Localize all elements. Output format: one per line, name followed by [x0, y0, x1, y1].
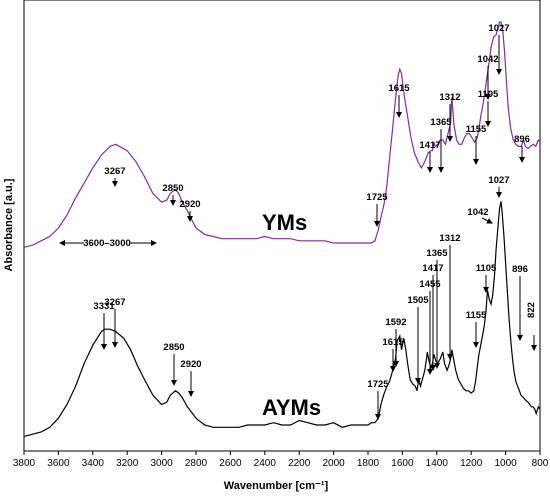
- peak-label-3: 1725: [366, 192, 388, 203]
- peak-label-15: 2850: [163, 342, 184, 353]
- x-tick-label-8: 2200: [288, 458, 311, 469]
- peak-arrow-27: [481, 217, 493, 224]
- x-tick-label-3: 3200: [116, 458, 139, 469]
- peak-label-14: 3267: [104, 297, 125, 308]
- x-tick-label-4: 3000: [150, 458, 173, 469]
- peak-label-23: 1365: [426, 248, 448, 259]
- peak-label-17: 1725: [367, 379, 389, 390]
- plot-frame: [23, 0, 541, 452]
- peak-label-29: 896: [512, 264, 528, 275]
- peak-label-13: 3331: [93, 301, 115, 312]
- x-tick-label-1: 3600: [47, 458, 70, 469]
- x-tick-label-13: 1200: [460, 458, 483, 469]
- x-tick-label-12: 1400: [426, 458, 449, 469]
- x-tick-label-14: 1000: [494, 458, 517, 469]
- x-axis-title: Wavenumber [cm⁻¹]: [224, 480, 329, 492]
- peak-label-25: 1155: [466, 310, 487, 321]
- x-tick-label-10: 1800: [357, 458, 380, 469]
- peak-label-1: 2850: [162, 183, 183, 194]
- peak-label-2: 2920: [179, 199, 200, 210]
- x-tick-label-15: 800: [532, 458, 549, 469]
- peak-label-11: 1027: [488, 23, 509, 34]
- x-tick-label-2: 3400: [82, 458, 105, 469]
- y-axis-title: Absorbance [a.u.]: [3, 178, 15, 271]
- peak-label-4: 1615: [388, 83, 410, 94]
- peak-label-10: 1042: [477, 54, 498, 65]
- peak-label-16: 2920: [180, 359, 201, 370]
- peak-label-7: 1312: [439, 92, 460, 103]
- peak-label-26: 1105: [476, 263, 497, 274]
- peak-label-27: 1042: [467, 207, 488, 218]
- x-tick-label-9: 2000: [322, 458, 345, 469]
- x-tick-label-5: 2800: [185, 458, 208, 469]
- peak-label-8: 1155: [466, 124, 487, 135]
- x-tick-label-6: 2600: [219, 458, 242, 469]
- x-tick-label-0: 3800: [13, 458, 36, 469]
- x-tick-label-7: 2400: [254, 458, 277, 469]
- series-line-yms: [23, 21, 541, 248]
- peak-label-12: 896: [514, 134, 530, 145]
- peak-label-22: 1417: [422, 263, 443, 274]
- peak-annotations: 3267 2850 2920 1725 1615 1417 1365 1312 1155 1105…: [59, 23, 537, 420]
- series-label-ayms: AYMs: [262, 395, 321, 420]
- peak-label-30: 822: [526, 302, 537, 318]
- peak-label-18: 1615: [382, 337, 404, 348]
- peak-label-21: 1455: [419, 279, 441, 290]
- series-label-yms: YMs: [262, 210, 307, 235]
- peak-label-0: 3267: [104, 166, 125, 177]
- peak-label-28: 1027: [488, 175, 509, 186]
- series-line-ayms: [23, 201, 541, 437]
- x-tick-label-11: 1600: [391, 458, 414, 469]
- range-label: 3600–3000: [83, 238, 131, 249]
- peak-label-24: 1312: [439, 233, 460, 244]
- x-axis-ticks: 3800 3600 3400 3200 3000 2800 2600 2400 2200 2000…: [13, 451, 549, 469]
- peak-label-5: 1417: [419, 140, 440, 151]
- peak-label-19: 1592: [385, 317, 406, 328]
- peak-label-6: 1365: [430, 117, 452, 128]
- peak-label-20: 1505: [407, 295, 429, 306]
